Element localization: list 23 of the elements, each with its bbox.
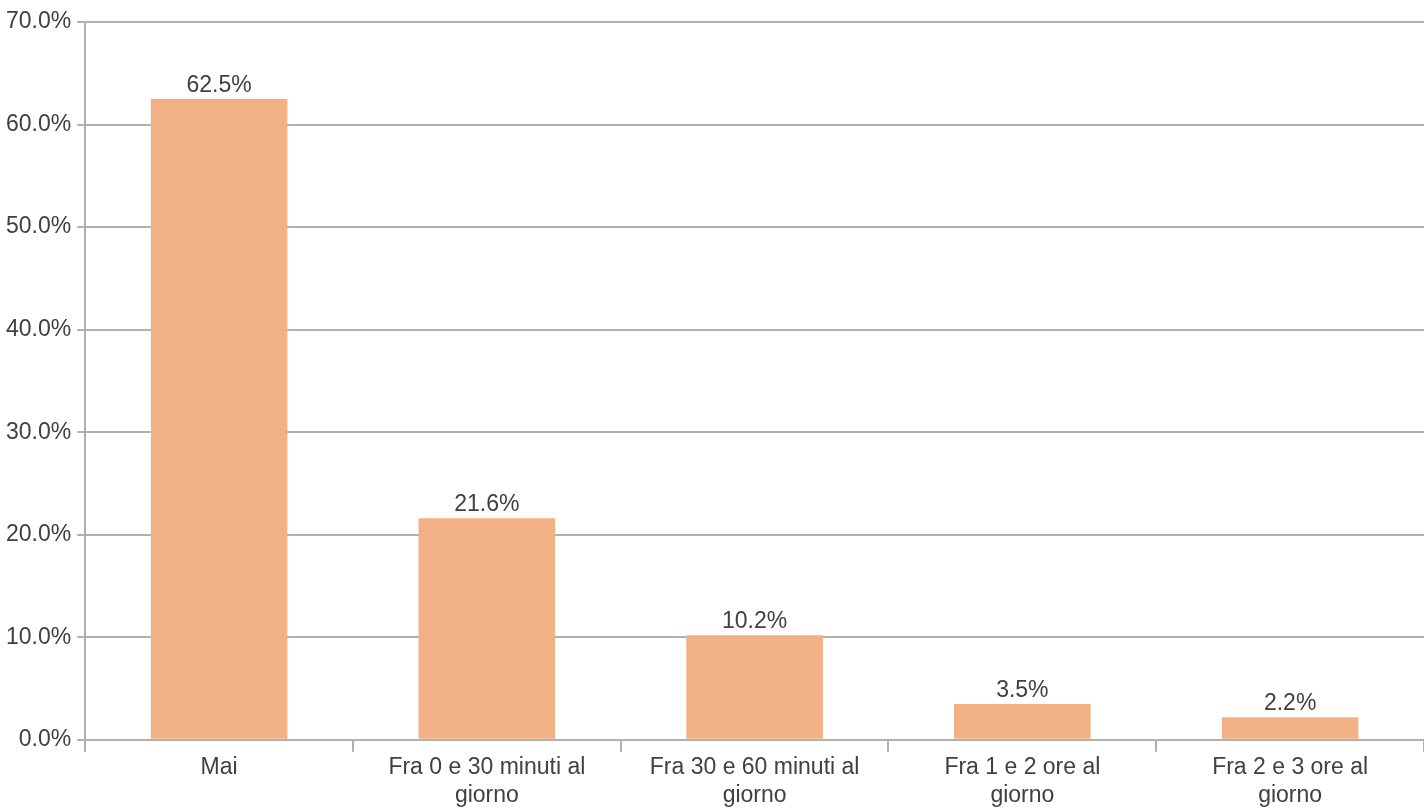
y-tick-label: 40.0% <box>6 314 72 341</box>
y-tick-label: 60.0% <box>6 109 72 136</box>
y-tick-label: 30.0% <box>6 417 72 444</box>
data-label: 21.6% <box>454 490 520 517</box>
data-label: 2.2% <box>1263 689 1317 716</box>
bar <box>954 703 1091 739</box>
bar <box>1221 717 1359 739</box>
bar <box>686 635 823 739</box>
data-label: 10.2% <box>722 607 788 634</box>
y-tick-label: 70.0% <box>6 7 72 34</box>
x-tick-label: Mai <box>200 752 238 779</box>
y-tick-label: 0.0% <box>18 725 72 752</box>
bar <box>150 98 288 739</box>
data-label: 62.5% <box>186 70 252 97</box>
y-tick-label: 50.0% <box>6 212 72 239</box>
x-tick-label: Fra 30 e 60 minuti al giorno <box>649 752 860 807</box>
y-tick-label: 20.0% <box>6 520 72 547</box>
x-tick-label: Fra 1 e 2 ore al giorno <box>944 752 1101 807</box>
x-tick-label: Fra 0 e 30 minuti al giorno <box>388 752 586 807</box>
x-tick-label: Fra 2 e 3 ore al giorno <box>1212 752 1369 807</box>
bar <box>418 518 556 739</box>
y-tick-label: 10.0% <box>6 622 72 649</box>
data-label: 3.5% <box>996 675 1049 702</box>
